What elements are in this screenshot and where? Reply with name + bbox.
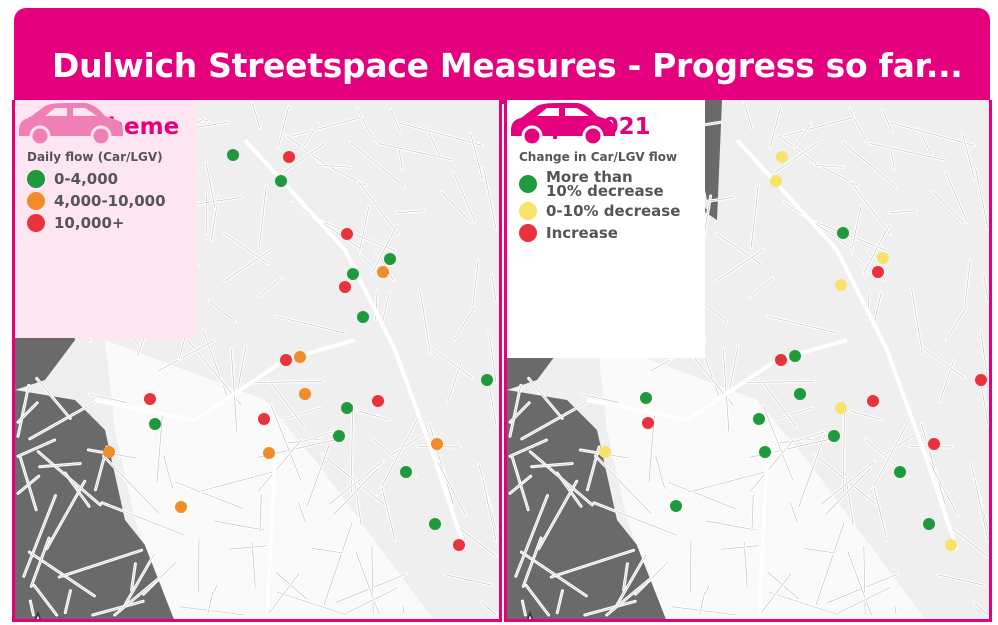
count-site-marker-green[interactable]: [149, 418, 161, 430]
count-site-marker-red[interactable]: [372, 395, 384, 407]
count-site-marker-orange[interactable]: [263, 447, 275, 459]
main-road: [94, 338, 356, 423]
page-title: Dulwich Streetspace Measures - Progress …: [52, 46, 963, 85]
count-site-marker-orange[interactable]: [377, 266, 389, 278]
legend-sept-2021: Sept 2021 Change in Car/LGV flow More th…: [507, 100, 705, 358]
count-site-marker-red[interactable]: [928, 438, 940, 450]
pre-scheme-map: Pre-scheme Daily flow (Car/LGV) 0-4,0004…: [12, 100, 502, 622]
count-site-marker-green[interactable]: [429, 518, 441, 530]
count-site-marker-orange[interactable]: [294, 351, 306, 363]
count-site-marker-red[interactable]: [872, 266, 884, 278]
legend-label: More than 10% decrease: [546, 168, 664, 200]
legend-item: 4,000-10,000: [27, 192, 185, 210]
main-road: [735, 138, 959, 551]
count-site-marker-green[interactable]: [670, 500, 682, 512]
legend-heading: Daily flow (Car/LGV): [27, 150, 163, 164]
title-banner: Dulwich Streetspace Measures - Progress …: [14, 8, 990, 104]
legend-dot-red: [519, 224, 537, 242]
legend-dot-orange: [27, 192, 45, 210]
legend-item: 10,000+: [27, 214, 185, 232]
count-site-marker-yellow[interactable]: [770, 175, 782, 187]
legend-dot-red: [27, 214, 45, 232]
main-road: [265, 459, 277, 616]
count-site-marker-green[interactable]: [333, 430, 345, 442]
count-site-marker-yellow[interactable]: [835, 279, 847, 291]
main-road: [757, 459, 769, 616]
legend-label: 0-4,000: [54, 170, 119, 188]
count-site-marker-green[interactable]: [640, 392, 652, 404]
legend-dot-green: [519, 175, 537, 193]
count-site-marker-green[interactable]: [753, 413, 765, 425]
count-site-marker-red[interactable]: [642, 417, 654, 429]
main-road: [586, 338, 848, 423]
legend-item: More than 10% decrease: [519, 168, 693, 200]
count-site-marker-yellow[interactable]: [877, 252, 889, 264]
legend-label: 10,000+: [54, 214, 125, 232]
count-site-marker-red[interactable]: [975, 374, 987, 386]
count-site-marker-green[interactable]: [923, 518, 935, 530]
count-site-marker-yellow[interactable]: [945, 539, 957, 551]
main-road: [243, 138, 467, 551]
park-area: [507, 390, 667, 619]
legend-label: 4,000-10,000: [54, 192, 166, 210]
legend-dot-yellow: [519, 202, 537, 220]
count-site-marker-yellow[interactable]: [776, 151, 788, 163]
legend-item: Increase: [519, 224, 693, 242]
count-site-marker-green[interactable]: [789, 350, 801, 362]
map-pre-scheme: [15, 100, 498, 619]
count-site-marker-red[interactable]: [339, 281, 351, 293]
count-site-marker-orange[interactable]: [431, 438, 443, 450]
count-site-marker-green[interactable]: [400, 466, 412, 478]
legend-heading: Change in Car/LGV flow: [519, 150, 678, 164]
legend-item: 0-10% decrease: [519, 202, 693, 220]
legend-label: Increase: [546, 224, 618, 242]
legend-pre-scheme: Pre-scheme Daily flow (Car/LGV) 0-4,0004…: [15, 100, 197, 338]
count-site-marker-orange[interactable]: [103, 446, 115, 458]
count-site-marker-green[interactable]: [481, 374, 493, 386]
count-site-marker-green[interactable]: [837, 227, 849, 239]
count-site-marker-yellow[interactable]: [835, 402, 847, 414]
legend-item: 0-4,000: [27, 170, 185, 188]
count-site-marker-green[interactable]: [357, 311, 369, 323]
count-site-marker-green[interactable]: [275, 175, 287, 187]
sept-2021-map: Sept 2021 Change in Car/LGV flow More th…: [504, 100, 992, 622]
count-site-marker-red[interactable]: [258, 413, 270, 425]
park-area: [15, 390, 175, 619]
count-site-marker-green[interactable]: [347, 268, 359, 280]
count-site-marker-green[interactable]: [341, 402, 353, 414]
count-site-marker-yellow[interactable]: [599, 446, 611, 458]
park-area: [702, 100, 722, 220]
markers: [103, 149, 493, 551]
count-site-marker-green[interactable]: [759, 446, 771, 458]
markers: [599, 151, 987, 551]
legend-dot-green: [27, 170, 45, 188]
legend-label: 0-10% decrease: [546, 202, 681, 220]
count-site-marker-red[interactable]: [775, 354, 787, 366]
count-site-marker-green[interactable]: [384, 253, 396, 265]
count-site-marker-orange[interactable]: [299, 388, 311, 400]
count-site-marker-red[interactable]: [283, 151, 295, 163]
count-site-marker-red[interactable]: [453, 539, 465, 551]
count-site-marker-red[interactable]: [341, 228, 353, 240]
count-site-marker-orange[interactable]: [175, 501, 187, 513]
count-site-marker-green[interactable]: [894, 466, 906, 478]
count-site-marker-red[interactable]: [144, 393, 156, 405]
count-site-marker-green[interactable]: [828, 430, 840, 442]
count-site-marker-red[interactable]: [280, 354, 292, 366]
count-site-marker-red[interactable]: [867, 395, 879, 407]
count-site-marker-green[interactable]: [227, 149, 239, 161]
count-site-marker-green[interactable]: [794, 388, 806, 400]
